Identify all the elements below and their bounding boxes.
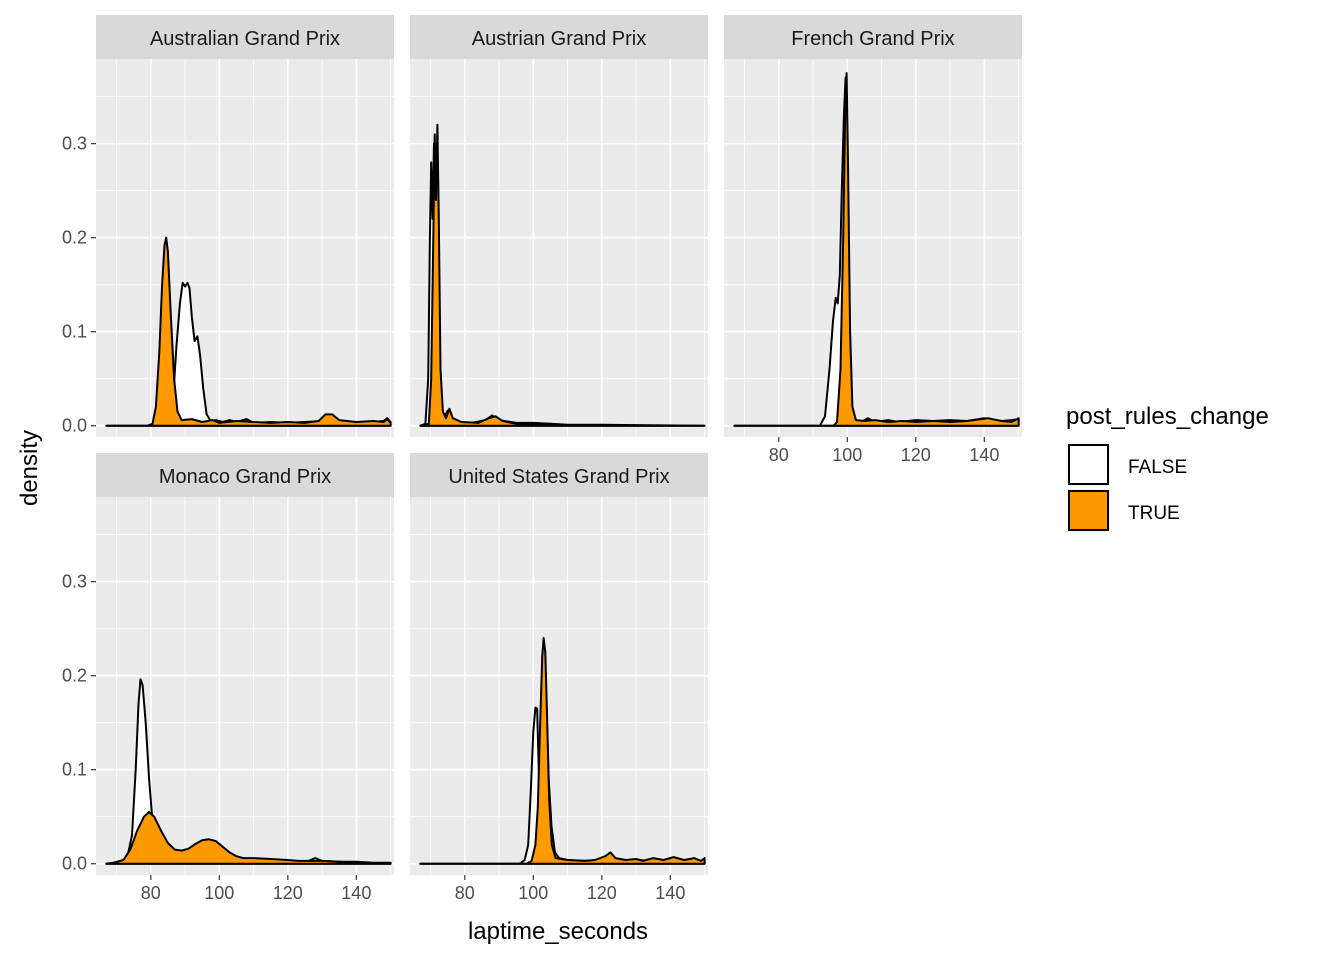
x-tick-label: 100 <box>518 883 548 903</box>
panel-background <box>410 59 708 437</box>
facet-panels: Australian Grand Prix 0.0 0.1 0.2 0.3 Austria… <box>62 15 1022 903</box>
facet-strip <box>410 15 708 59</box>
x-tick-label: 100 <box>832 445 862 465</box>
y-tick-label: 0.2 <box>62 666 87 686</box>
x-tick-label: 120 <box>587 883 617 903</box>
facet-strip <box>96 453 394 497</box>
panel-background <box>96 59 394 437</box>
facet-strip <box>724 15 1022 59</box>
density-area-true <box>419 637 706 865</box>
legend-title: post_rules_change <box>1066 403 1269 430</box>
facet-title: Australian Grand Prix <box>150 28 340 50</box>
facet-panel: Australian Grand Prix 0.0 0.1 0.2 0.3 <box>62 15 394 437</box>
legend-label: FALSE <box>1128 457 1187 478</box>
density-area-true <box>105 811 392 865</box>
panel-background <box>724 59 1022 437</box>
facet-panel: United States Grand Prix 80 100 120 140 <box>410 453 708 903</box>
x-tick-label: 140 <box>341 883 371 903</box>
x-tick-label: 140 <box>969 445 999 465</box>
facet-title: Monaco Grand Prix <box>159 466 331 488</box>
x-tick-label: 80 <box>455 883 475 903</box>
y-tick-label: 0.3 <box>62 134 87 154</box>
legend: post_rules_change FALSE TRUE <box>1066 403 1269 532</box>
y-tick-label: 0.1 <box>62 322 87 342</box>
y-tick-label: 0.0 <box>62 854 87 874</box>
facet-panel: Monaco Grand Prix 80 100 120 140 0.0 0.1 0.2 0.3 <box>62 453 394 903</box>
y-tick-label: 0.1 <box>62 760 87 780</box>
x-tick-label: 120 <box>901 445 931 465</box>
x-tick-label: 100 <box>204 883 234 903</box>
facet-panel: Austrian Grand Prix <box>410 15 708 437</box>
facet-title: French Grand Prix <box>791 28 954 50</box>
facet-strip <box>410 453 708 497</box>
x-tick-label: 80 <box>141 883 161 903</box>
facet-title: United States Grand Prix <box>448 466 669 488</box>
y-tick-label: 0.0 <box>62 416 87 436</box>
legend-key-false <box>1068 444 1109 485</box>
legend-label: TRUE <box>1128 503 1180 524</box>
facet-panel: French Grand Prix 80 100 120 140 <box>724 15 1022 465</box>
x-tick-label: 80 <box>769 445 789 465</box>
panel-background <box>410 497 708 875</box>
x-tick-label: 140 <box>655 883 685 903</box>
density-area-true <box>105 236 392 427</box>
legend-key-true <box>1068 490 1109 531</box>
x-axis-title: laptime_seconds <box>468 918 648 945</box>
facet-title: Austrian Grand Prix <box>472 28 647 50</box>
y-axis-title: density <box>16 430 43 506</box>
y-tick-label: 0.3 <box>62 572 87 592</box>
y-tick-label: 0.2 <box>62 228 87 248</box>
x-tick-label: 120 <box>273 883 303 903</box>
density-area-true <box>733 72 1020 427</box>
facet-strip <box>96 15 394 59</box>
density-area-true <box>419 123 706 427</box>
